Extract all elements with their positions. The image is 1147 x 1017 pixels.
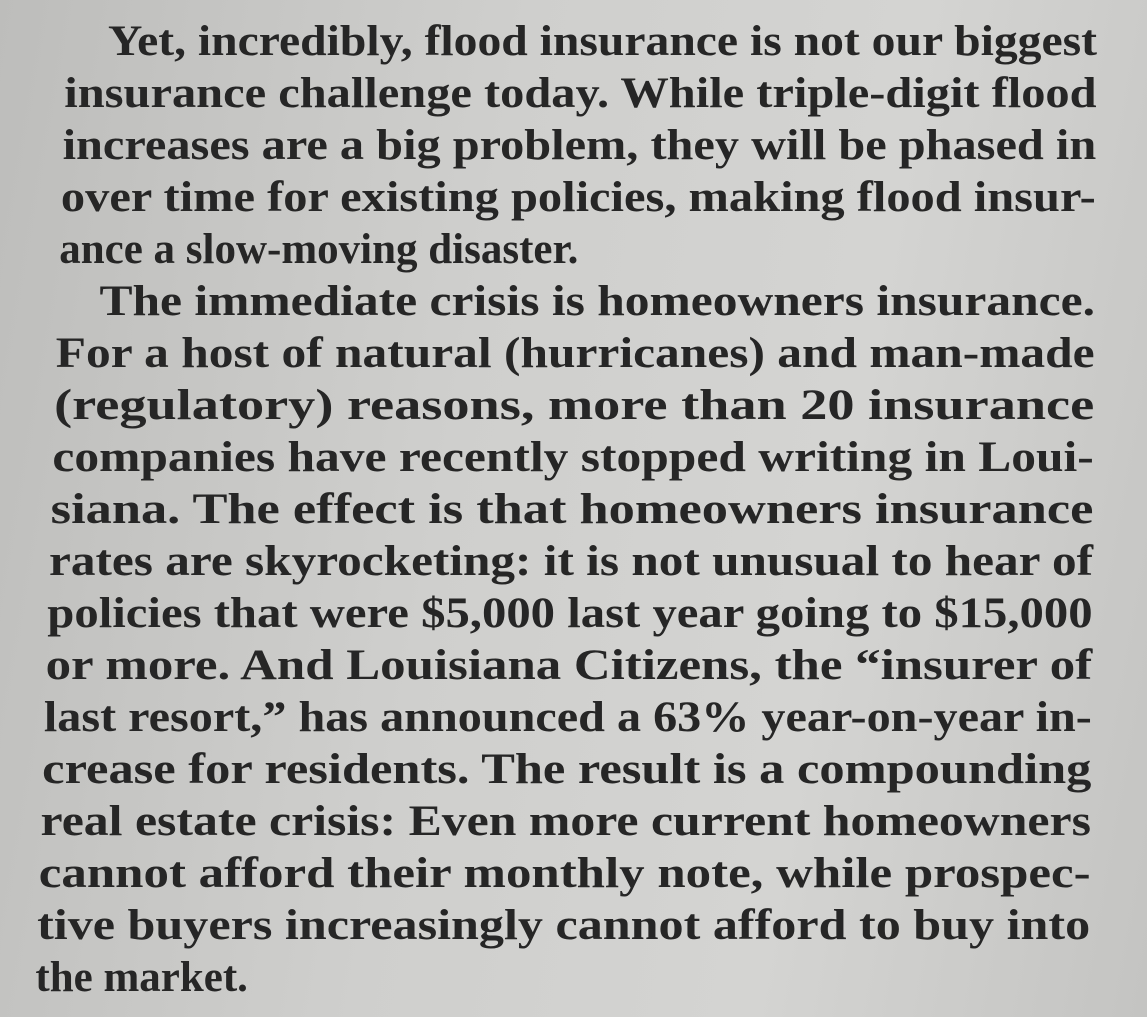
text-line: siana. The effect is that homeowners ins… xyxy=(51,486,1094,533)
text-line: For a host of natural (hurricanes) and m… xyxy=(56,330,1095,377)
text-line: the market. xyxy=(35,954,248,1001)
text-line: crease for residents. The result is a co… xyxy=(42,746,1092,793)
text-line: insurance challenge today. While triple-… xyxy=(64,70,1096,117)
text-line: last resort,” has announced a 63% year-o… xyxy=(44,694,1092,741)
text-line: over time for existing policies, making … xyxy=(61,174,1096,221)
text-line: rates are skyrocketing: it is not unusua… xyxy=(49,538,1094,585)
text-line: policies that were $5,000 last year goin… xyxy=(47,590,1092,637)
text-line: or more. And Louisiana Citizens, the “in… xyxy=(46,642,1093,689)
text-line: real estate crisis: Even more current ho… xyxy=(41,798,1092,845)
text-line: cannot afford their monthly note, while … xyxy=(39,850,1091,897)
text-line: increases are a big problem, they will b… xyxy=(63,122,1097,169)
text-line: companies have recently stopped writing … xyxy=(52,434,1093,481)
text-line: ance a slow-moving disaster. xyxy=(59,226,578,273)
text-line: The immediate crisis is homeowners insur… xyxy=(100,278,1096,325)
text-line: Yet, incredibly, flood insurance is not … xyxy=(108,18,1098,65)
text-line: (regulatory) reasons, more than 20 insur… xyxy=(54,382,1094,429)
text-line: tive buyers increasingly cannot afford t… xyxy=(37,902,1090,949)
